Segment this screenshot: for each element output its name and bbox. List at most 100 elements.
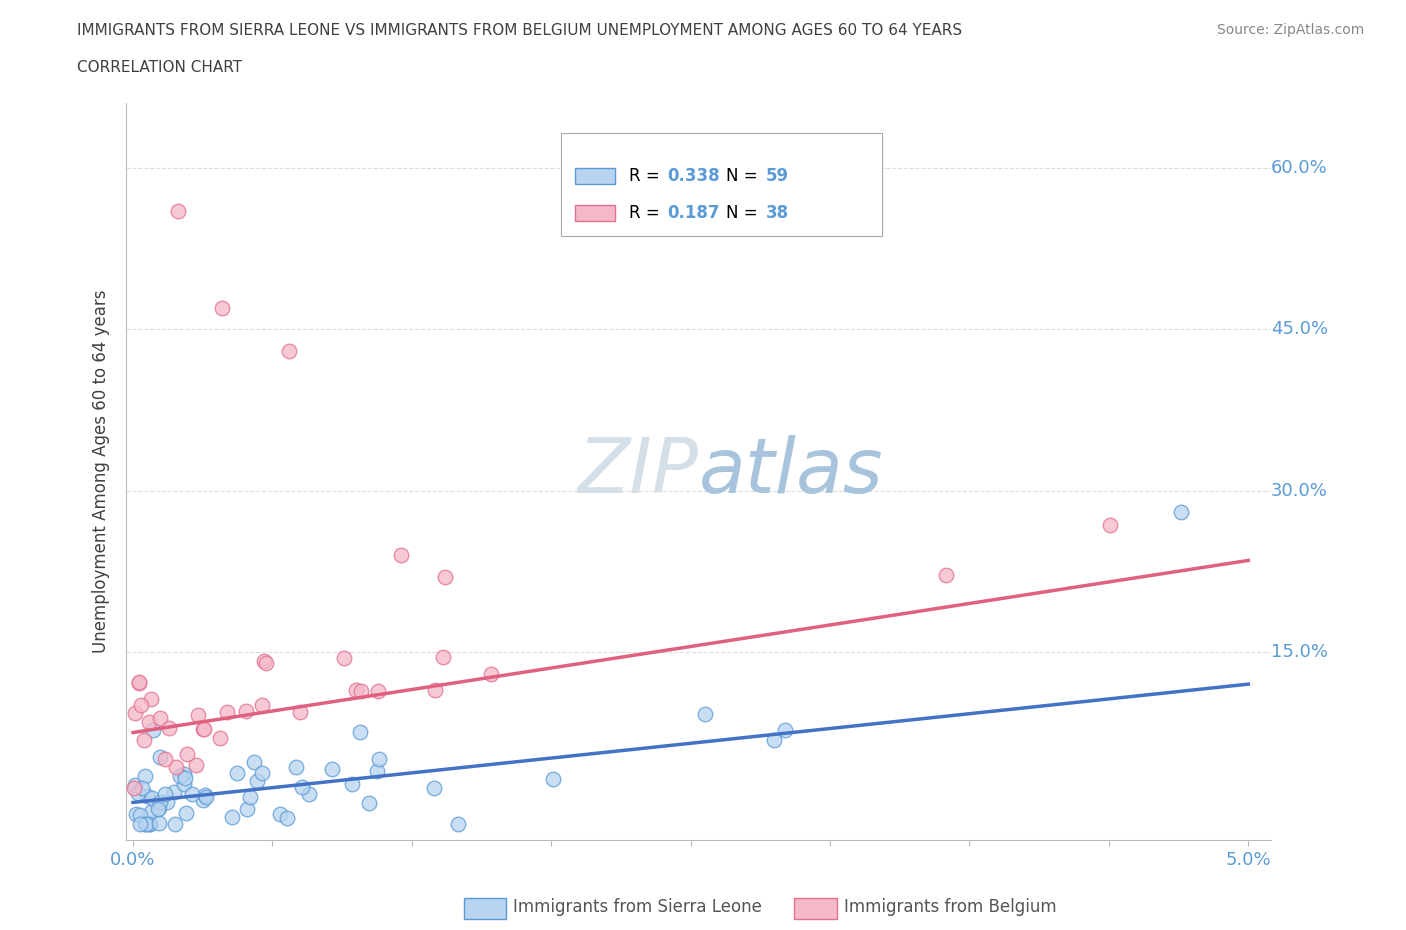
Point [173,766,195,781]
Point [173,777,195,792]
Point [163,785,186,800]
Point [276,810,298,825]
Point [422,780,444,795]
Point [342,777,364,791]
Point [763,733,786,748]
Point [165,760,187,775]
Point [134,769,156,784]
Point [221,810,243,825]
Point [131,780,153,795]
Y-axis label: Unemployment Among Ages 60 to 64 years: Unemployment Among Ages 60 to 64 years [93,290,110,654]
Point [389,548,412,563]
Point [291,780,314,795]
Point [298,787,321,802]
Point [135,817,157,831]
Point [366,764,388,778]
Point [139,817,162,831]
Point [156,795,179,810]
Point [250,765,273,780]
Point [367,684,389,698]
Text: 15.0%: 15.0% [1271,643,1327,661]
Point [146,801,169,816]
Point [246,774,269,789]
Point [128,817,150,831]
Text: 0.338: 0.338 [668,167,720,185]
Point [215,705,238,720]
Text: 30.0%: 30.0% [1271,482,1327,499]
Point [138,714,160,729]
Point [350,684,373,698]
Point [131,698,153,713]
Point [141,790,163,805]
Point [226,766,249,781]
Point [138,817,160,831]
Point [155,751,177,766]
Point [176,747,198,762]
Point [541,772,564,787]
Point [149,794,172,809]
Point [344,683,367,698]
Text: CORRELATION CHART: CORRELATION CHART [77,60,242,75]
Point [132,733,155,748]
Point [288,705,311,720]
Text: N =: N = [725,167,763,185]
Point [269,806,291,821]
Text: Immigrants from Sierra Leone: Immigrants from Sierra Leone [513,897,762,916]
Point [209,730,232,745]
Point [139,691,162,706]
Point [127,785,149,800]
Point [186,757,208,772]
Point [321,762,343,777]
Point [235,703,257,718]
Point [242,755,264,770]
Point [357,796,380,811]
Text: IMMIGRANTS FROM SIERRA LEONE VS IMMIGRANTS FROM BELGIUM UNEMPLOYMENT AMONG AGES : IMMIGRANTS FROM SIERRA LEONE VS IMMIGRAN… [77,23,963,38]
Point [149,711,172,725]
Point [174,771,197,786]
Point [349,724,371,739]
Point [447,817,470,831]
Point [368,751,391,766]
Point [211,300,233,315]
Text: R =: R = [628,167,665,185]
Point [278,343,301,358]
Point [434,569,457,584]
FancyBboxPatch shape [575,206,614,221]
Point [128,675,150,690]
Point [239,790,262,804]
Point [1098,518,1121,533]
Point [187,708,209,723]
Point [166,204,188,219]
Point [773,723,796,737]
FancyBboxPatch shape [561,133,882,236]
Point [191,792,214,807]
Point [148,801,170,816]
Point [163,817,186,831]
Point [157,720,180,735]
Point [124,777,146,792]
Text: 45.0%: 45.0% [1271,320,1327,339]
Point [122,780,145,795]
Point [148,816,170,830]
Text: atlas: atlas [699,434,883,509]
Point [124,706,146,721]
Text: Source: ZipAtlas.com: Source: ZipAtlas.com [1216,23,1364,37]
Point [128,674,150,689]
Text: 38: 38 [766,205,789,222]
Text: R =: R = [628,205,665,222]
Point [194,790,217,804]
Point [934,568,956,583]
Point [136,789,159,804]
Point [194,788,217,803]
Point [180,786,202,801]
Point [174,805,197,820]
Text: 0.187: 0.187 [668,205,720,222]
Point [253,654,276,669]
Point [169,768,191,783]
Point [193,722,215,737]
Point [284,760,307,775]
Point [432,649,454,664]
Point [193,722,215,737]
Text: N =: N = [725,205,763,222]
Point [142,723,165,737]
